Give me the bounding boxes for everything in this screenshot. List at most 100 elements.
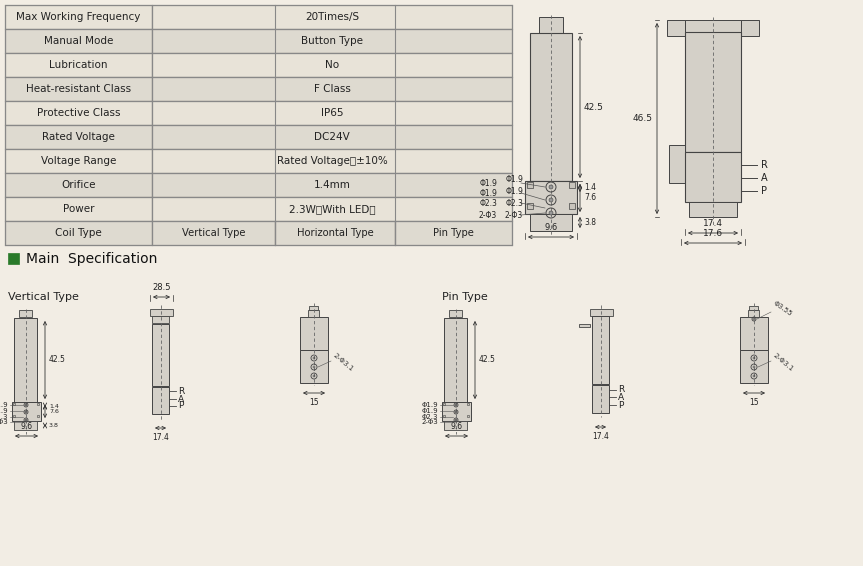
Text: No: No	[325, 60, 339, 70]
Text: 9.6: 9.6	[450, 422, 463, 431]
Text: 9.6: 9.6	[545, 223, 557, 232]
Text: 20Times/S: 20Times/S	[305, 12, 359, 22]
Bar	[152, 316, 169, 323]
Bar	[525, 181, 577, 214]
Bar	[275, 221, 395, 245]
Bar	[300, 317, 328, 350]
Bar	[444, 318, 467, 402]
Text: 15: 15	[749, 398, 759, 407]
Bar	[539, 17, 563, 33]
Circle shape	[25, 411, 27, 413]
Bar	[37, 403, 39, 405]
Bar	[444, 421, 467, 430]
Text: Protective Class: Protective Class	[37, 108, 120, 118]
Text: Voltage Range: Voltage Range	[41, 156, 117, 166]
Bar	[152, 149, 512, 173]
Bar	[5, 173, 152, 197]
Bar	[19, 310, 32, 317]
Text: Vertical Type: Vertical Type	[8, 292, 79, 302]
Text: 7.6: 7.6	[584, 194, 596, 203]
Text: Lubrication: Lubrication	[49, 60, 108, 70]
Text: IP65: IP65	[321, 108, 343, 118]
Text: Φ1.9: Φ1.9	[505, 175, 523, 185]
Text: Manual Mode: Manual Mode	[44, 36, 113, 46]
Text: 42.5: 42.5	[479, 355, 496, 365]
Text: A: A	[761, 173, 767, 183]
Bar	[590, 309, 613, 316]
Bar	[5, 77, 152, 101]
Bar	[152, 77, 512, 101]
Text: Orifice: Orifice	[61, 180, 96, 190]
Bar	[152, 221, 275, 245]
Bar	[685, 152, 741, 202]
Text: 7.6: 7.6	[49, 409, 59, 414]
Text: 2-Φ3.1: 2-Φ3.1	[332, 352, 355, 372]
Bar	[443, 403, 445, 405]
Bar	[579, 324, 590, 327]
Text: 42.5: 42.5	[584, 102, 604, 112]
Text: Φ2.3: Φ2.3	[479, 199, 497, 208]
Bar	[449, 310, 462, 317]
Text: Φ2.3: Φ2.3	[421, 414, 438, 420]
Text: Rated Voltage：±10%: Rated Voltage：±10%	[277, 156, 387, 166]
Text: 1.4: 1.4	[49, 404, 59, 409]
Bar	[152, 125, 512, 149]
Text: R: R	[178, 387, 184, 396]
Text: 15: 15	[309, 398, 318, 407]
Text: Φ2.3: Φ2.3	[505, 199, 523, 208]
Text: 42.5: 42.5	[49, 355, 66, 365]
Text: Vertical Type: Vertical Type	[182, 228, 245, 238]
Bar	[8, 253, 19, 264]
Text: Rated Voltage: Rated Voltage	[42, 132, 115, 142]
Circle shape	[25, 404, 27, 406]
Bar	[308, 310, 319, 317]
Bar	[569, 182, 575, 188]
Text: 3.8: 3.8	[584, 218, 596, 227]
Text: Φ1.9: Φ1.9	[505, 187, 523, 196]
Text: 2-Φ3: 2-Φ3	[421, 419, 438, 425]
Bar	[395, 221, 512, 245]
Bar	[160, 387, 169, 397]
Text: 46.5: 46.5	[633, 114, 653, 123]
Bar	[689, 202, 737, 217]
Text: 2-Φ3: 2-Φ3	[0, 419, 8, 425]
Text: Main  Specification: Main Specification	[26, 251, 157, 265]
Bar	[14, 421, 37, 430]
Bar	[467, 415, 469, 417]
Bar	[740, 317, 768, 350]
Circle shape	[25, 419, 27, 421]
Text: A: A	[178, 395, 184, 404]
Text: Heat-resistant Class: Heat-resistant Class	[26, 84, 131, 94]
Bar	[442, 402, 471, 421]
Text: Φ1.9: Φ1.9	[0, 408, 8, 414]
Text: 17.4: 17.4	[152, 433, 169, 442]
Bar	[37, 415, 39, 417]
Bar	[5, 29, 152, 53]
Bar	[569, 203, 575, 209]
Text: 17.4: 17.4	[703, 219, 723, 228]
Bar	[5, 197, 152, 221]
Bar	[530, 214, 572, 231]
Bar	[667, 20, 685, 36]
Bar	[443, 415, 445, 417]
Text: Φ3.55: Φ3.55	[772, 301, 793, 318]
Bar	[152, 101, 512, 125]
Text: 17.4: 17.4	[592, 432, 609, 441]
Text: 2-Φ3: 2-Φ3	[505, 211, 523, 220]
Bar	[5, 149, 152, 173]
Text: Power: Power	[63, 204, 94, 214]
Bar	[530, 33, 572, 181]
Text: Φ1.9: Φ1.9	[479, 178, 497, 187]
Bar	[685, 20, 741, 32]
Text: A: A	[618, 392, 624, 401]
Circle shape	[549, 198, 553, 202]
Bar	[14, 318, 37, 402]
Text: Pin Type: Pin Type	[442, 292, 488, 302]
Text: 3.8: 3.8	[49, 423, 59, 428]
Text: R: R	[761, 160, 768, 170]
Text: P: P	[761, 186, 767, 196]
Text: DC24V: DC24V	[314, 132, 350, 142]
Circle shape	[455, 404, 457, 406]
Bar	[5, 5, 152, 29]
Circle shape	[549, 185, 553, 189]
